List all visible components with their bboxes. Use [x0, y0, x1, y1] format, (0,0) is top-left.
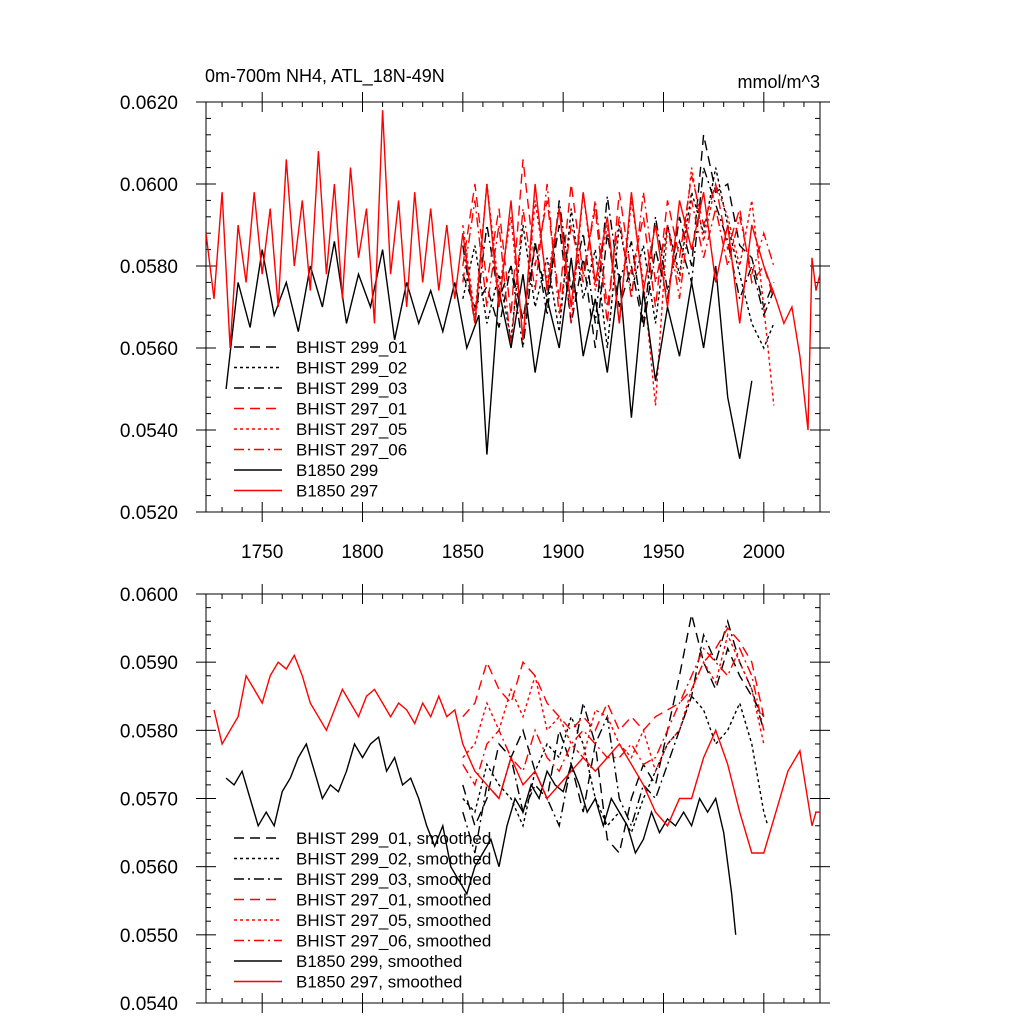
series-line-bhist-297-01-smoothed	[462, 626, 765, 732]
bottom-legend: BHIST 299_01, smoothed BHIST 299_02, smoo…	[234, 829, 491, 992]
x-tick-label: 1750	[241, 542, 283, 563]
legend-label: BHIST 297_05, smoothed	[296, 911, 491, 930]
y-tick-label: 0.0590	[120, 653, 178, 674]
series-line-bhist-297-06-smoothed	[462, 646, 765, 787]
legend-label: BHIST 297_01, smoothed	[296, 891, 491, 910]
legend-label: BHIST 297_06, smoothed	[296, 932, 491, 951]
top-axes: 1750 1800 1850 1900 1950 2000 0.0520 0.0540 0.05…	[120, 92, 830, 563]
plot-frame	[205, 101, 821, 513]
legend-label: B1850 299, smoothed	[296, 952, 462, 971]
legend-label: BHIST 299_03, smoothed	[296, 870, 491, 889]
legend-label: B1850 297, smoothed	[296, 973, 462, 992]
legend-label: BHIST 299_02, smoothed	[296, 850, 491, 869]
legend-label: BHIST 299_01, smoothed	[296, 829, 491, 848]
y-tick-label: 0.0560	[120, 339, 178, 360]
legend-label: BHIST 299_01	[296, 338, 407, 357]
legend-label: BHIST 299_02	[296, 359, 407, 378]
y-tick-label: 0.0570	[120, 790, 178, 811]
y-tick-label: 0.0540	[120, 421, 178, 442]
legend-label: BHIST 299_03	[296, 379, 407, 398]
y-tick-label: 0.0520	[120, 503, 178, 524]
legend-label: BHIST 297_01	[296, 400, 407, 419]
x-tick-label: 2000	[743, 542, 785, 563]
chart-title: 0m-700m NH4, ATL_18N-49N	[205, 66, 445, 87]
series-line-bhist-297-06	[462, 183, 775, 349]
x-tick-label: 1900	[542, 542, 584, 563]
y-tick-label: 0.0580	[120, 257, 178, 278]
legend-label: BHIST 297_06	[296, 441, 407, 460]
x-tick-label: 1800	[341, 542, 383, 563]
x-tick-label: 1850	[442, 542, 484, 563]
series-line-b1850-299-smoothed	[225, 735, 737, 935]
x-tick-label: 1950	[642, 542, 684, 563]
y-tick-label: 0.0560	[120, 858, 178, 879]
y-tick-label: 0.0620	[120, 93, 178, 114]
series-line-b1850-297	[206, 110, 820, 431]
series-line-bhist-299-02	[462, 167, 775, 350]
y-tick-label: 0.0540	[120, 994, 178, 1015]
bottom-panel: 0.0540 0.0550 0.0560 0.0570 0.0580 0.0590 0.06…	[120, 584, 830, 1015]
y-tick-label: 0.0600	[120, 585, 178, 606]
legend-label: B1850 299	[296, 461, 378, 480]
series-line-b1850-299	[225, 241, 753, 459]
legend-label: B1850 297	[296, 482, 378, 501]
series-line-b1850-297-smoothed	[213, 653, 820, 854]
series-line-bhist-299-01-smoothed	[462, 614, 765, 855]
series-line-bhist-299-01	[462, 134, 775, 349]
units-label: mmol/m^3	[738, 72, 820, 92]
y-tick-label: 0.0550	[120, 926, 178, 947]
top-series-group	[206, 110, 820, 459]
top-panel: 0m-700m NH4, ATL_18N-49N mmol/m^3 1750 18…	[120, 66, 830, 563]
series-line-bhist-297-05-smoothed	[462, 632, 765, 774]
y-tick-label: 0.0600	[120, 175, 178, 196]
bottom-series-group	[213, 614, 820, 935]
series-line-bhist-299-03	[462, 167, 775, 349]
y-tick-label: 0.0580	[120, 721, 178, 742]
legend-label: BHIST 297_05	[296, 420, 407, 439]
series-line-bhist-299-03-smoothed	[462, 618, 765, 854]
